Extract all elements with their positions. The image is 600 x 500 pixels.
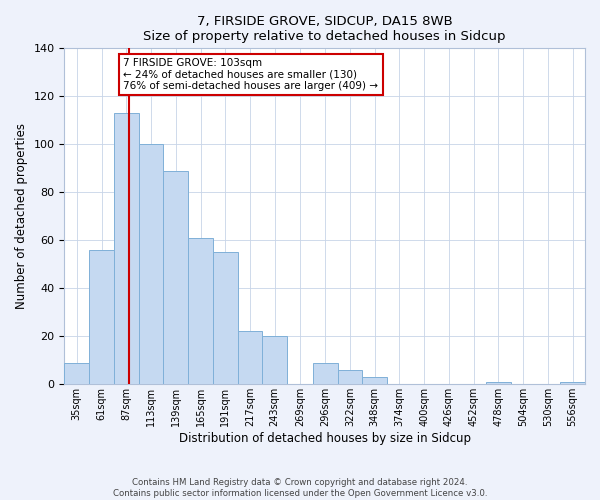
Bar	[238, 332, 262, 384]
Bar	[313, 362, 338, 384]
Bar	[262, 336, 287, 384]
Bar	[114, 113, 139, 384]
Bar	[338, 370, 362, 384]
Bar	[188, 238, 213, 384]
Title: 7, FIRSIDE GROVE, SIDCUP, DA15 8WB
Size of property relative to detached houses : 7, FIRSIDE GROVE, SIDCUP, DA15 8WB Size …	[143, 15, 506, 43]
Bar	[163, 170, 188, 384]
Bar	[89, 250, 114, 384]
Y-axis label: Number of detached properties: Number of detached properties	[15, 124, 28, 310]
Bar	[362, 377, 387, 384]
Bar	[64, 362, 89, 384]
Text: 7 FIRSIDE GROVE: 103sqm
← 24% of detached houses are smaller (130)
76% of semi-d: 7 FIRSIDE GROVE: 103sqm ← 24% of detache…	[124, 58, 379, 91]
Bar	[213, 252, 238, 384]
Text: Contains HM Land Registry data © Crown copyright and database right 2024.
Contai: Contains HM Land Registry data © Crown c…	[113, 478, 487, 498]
Bar	[486, 382, 511, 384]
X-axis label: Distribution of detached houses by size in Sidcup: Distribution of detached houses by size …	[179, 432, 471, 445]
Bar	[139, 144, 163, 384]
Bar	[560, 382, 585, 384]
